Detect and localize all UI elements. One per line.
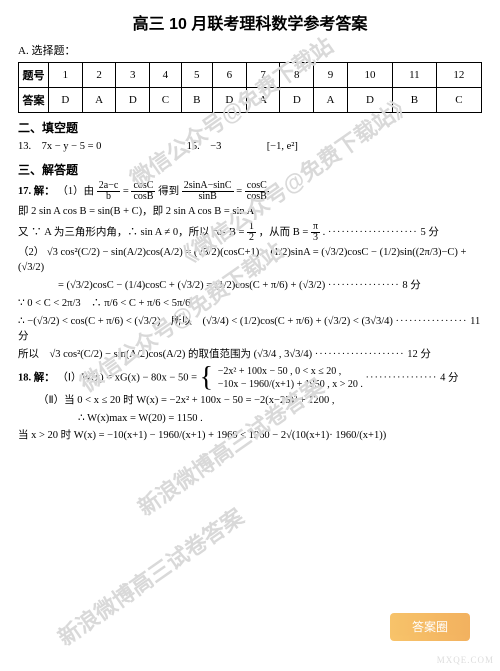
cell: 4 xyxy=(150,63,181,88)
watermark-bottom: 新浪微博高三试卷答案 xyxy=(51,500,250,652)
cell: D xyxy=(213,88,247,113)
q17-l1b: 得到 xyxy=(158,186,182,197)
cell: D xyxy=(280,88,314,113)
cell: D xyxy=(347,88,392,113)
q18-head: 18. 解： xyxy=(18,372,55,383)
dots: ················ xyxy=(365,372,437,383)
page-title: 高三 10 月联考理科数学参考答案 xyxy=(18,10,482,34)
q17-line5: = (√3/2)cosC − (1/4)cosC + (√3/2) = (1/2… xyxy=(18,278,482,294)
frac: cosCcosB xyxy=(245,181,269,202)
answer-table: 题号 1 2 3 4 5 6 7 8 9 10 11 12 答案 D A D C… xyxy=(18,62,482,113)
cell: 2 xyxy=(82,63,116,88)
piecewise: −2x² + 100x − 50 , 0 < x ≤ 20 , −10x − 1… xyxy=(218,365,363,391)
q17-head: 17. 解： xyxy=(18,186,55,197)
stamp-badge: 答案圈 xyxy=(390,613,470,641)
cell: 3 xyxy=(116,63,150,88)
frac-pi3: π3 xyxy=(311,222,320,243)
score-8: 8 分 xyxy=(402,280,420,291)
q17-l3b: ，从而 B = xyxy=(259,226,311,237)
q17-l3a: 又 ∵ A 为三角形内角，∴ sin A ≠ 0，所以 cos B = xyxy=(18,226,247,237)
cell: A xyxy=(246,88,280,113)
row-header-num: 题号 xyxy=(19,63,49,88)
section-long-label: 三、解答题 xyxy=(18,161,482,178)
table-row-ans: 答案 D A D C B D A D A D B C xyxy=(19,88,482,113)
dots: ···················· xyxy=(315,349,405,360)
cell: 9 xyxy=(314,63,348,88)
section-fill-label: 二、填空题 xyxy=(18,119,482,136)
q17-l7a: ∴ −(√3/2) < cos(C + π/6) < (√3/2) 所以 (√3… xyxy=(18,316,393,327)
q17-l5a: = (√3/2)cosC − (1/4)cosC + (√3/2) = (1/2… xyxy=(58,280,325,291)
cell: B xyxy=(393,88,437,113)
q18-line1: 18. 解： （Ⅰ）W(x) = xG(x) − 80x − 50 = { −2… xyxy=(18,365,482,391)
case1: −2x² + 100x − 50 , 0 < x ≤ 20 , xyxy=(218,365,363,378)
q16: [−1, e²] xyxy=(267,141,298,152)
cell: 8 xyxy=(280,63,314,88)
cell: 5 xyxy=(181,63,212,88)
q17-line3: 又 ∵ A 为三角形内角，∴ sin A ≠ 0，所以 cos B = 12 ，… xyxy=(18,222,482,243)
dots: ···················· xyxy=(328,226,418,237)
cell: B xyxy=(181,88,212,113)
q17-l1a: （1）由 xyxy=(57,186,94,197)
frac-half: 12 xyxy=(247,222,256,243)
q18-line3: ∴ W(x)max = W(20) = 1150 . xyxy=(18,411,482,427)
brace-icon: { xyxy=(200,371,213,385)
table-row-nums: 题号 1 2 3 4 5 6 7 8 9 10 11 12 xyxy=(19,63,482,88)
q17-line7: ∴ −(√3/2) < cos(C + π/6) < (√3/2) 所以 (√3… xyxy=(18,314,482,346)
q17-l8a: 所以 √3 cos²(C/2) − sin(A/2)cos(A/2) 的取值范围… xyxy=(18,349,312,360)
q15: 15. −3 xyxy=(187,141,222,152)
q13: 13. 7x − y − 5 = 0 xyxy=(18,141,101,152)
cell: A xyxy=(314,88,348,113)
frac: 2a−cb xyxy=(97,181,121,202)
score-12: 12 分 xyxy=(407,349,431,360)
cell: 12 xyxy=(436,63,481,88)
cell: 6 xyxy=(213,63,247,88)
cell: A xyxy=(82,88,116,113)
score-4: 4 分 xyxy=(440,372,458,383)
corner-watermark: MXQE.COM xyxy=(437,655,494,665)
q18-l1: （Ⅰ）W(x) = xG(x) − 80x − 50 = xyxy=(57,372,197,383)
section-a-label: A. 选择题： xyxy=(18,42,482,58)
q17-line1: 17. 解： （1）由 2a−cb = cosCcosB 得到 2sinA−si… xyxy=(18,181,482,202)
cell: 1 xyxy=(49,63,83,88)
score-5: 5 分 xyxy=(420,226,438,237)
q17-line4: （2） √3 cos²(C/2) − sin(A/2)cos(A/2) = (√… xyxy=(18,245,482,277)
dots: ················ xyxy=(396,316,468,327)
cell: 11 xyxy=(393,63,437,88)
cell: C xyxy=(150,88,181,113)
cell: 7 xyxy=(246,63,280,88)
cell: D xyxy=(116,88,150,113)
frac: 2sinA−sinCsinB xyxy=(182,181,234,202)
cell: 10 xyxy=(347,63,392,88)
dots: ················ xyxy=(328,280,400,291)
frac: cosCcosB xyxy=(131,181,155,202)
q17-line6: ∵ 0 < C < 2π/3 ∴ π/6 < C + π/6 < 5π/6 xyxy=(18,296,482,312)
row-header-ans: 答案 xyxy=(19,88,49,113)
cell: C xyxy=(436,88,481,113)
q17-line8: 所以 √3 cos²(C/2) − sin(A/2)cos(A/2) 的取值范围… xyxy=(18,347,482,363)
cell: D xyxy=(49,88,83,113)
q18-line4: 当 x > 20 时 W(x) = −10(x+1) − 1960/(x+1) … xyxy=(18,428,482,444)
fill-line: 13. 7x − y − 5 = 0 15. −3 [−1, e²] xyxy=(18,139,482,155)
q17-line2: 即 2 sin A cos B = sin(B + C)，即 2 sin A c… xyxy=(18,204,482,220)
case2: −10x − 1960/(x+1) + 1950 , x > 20 . xyxy=(218,378,363,391)
q18-line2: （Ⅱ）当 0 < x ≤ 20 时 W(x) = −2x² + 100x − 5… xyxy=(18,393,482,409)
